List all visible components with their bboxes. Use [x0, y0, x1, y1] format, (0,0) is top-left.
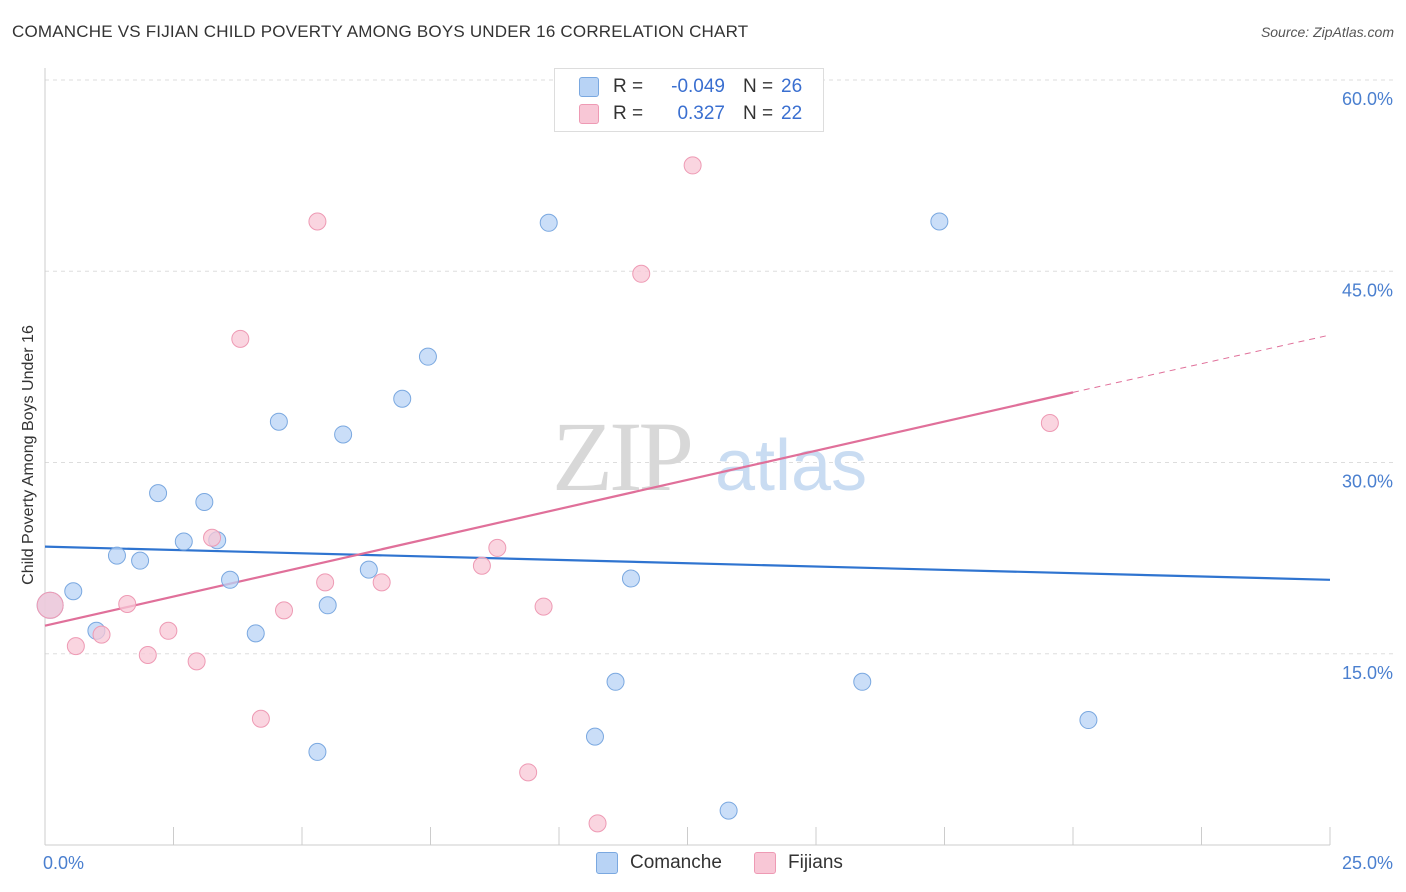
y-tick-label: 60.0%: [1342, 89, 1393, 109]
y-tick-label: 15.0%: [1342, 663, 1393, 683]
n-value: 26: [781, 76, 803, 97]
comanche-point: [930, 212, 949, 231]
comanche-point: [246, 624, 265, 643]
fijian-point: [118, 595, 137, 614]
fijian-point: [203, 528, 222, 547]
comanche-point: [1079, 711, 1098, 730]
comanche-point: [64, 582, 83, 601]
fijian-point: [231, 329, 250, 348]
watermark-atlas: atlas: [715, 426, 867, 506]
comanche-point: [195, 493, 214, 512]
comanche-point: [308, 742, 327, 761]
fijian-point: [92, 625, 111, 644]
comanche-point: [107, 546, 126, 565]
comanche-trend-line: [44, 545, 1331, 581]
fijian-point: [275, 601, 294, 620]
series-legend: Comanche Fijians: [0, 852, 1406, 876]
comanche-point: [539, 213, 558, 232]
data-points: [36, 156, 1098, 833]
chart-title: COMANCHE VS FIJIAN CHILD POVERTY AMONG B…: [12, 22, 749, 41]
fijian-swatch: [579, 104, 599, 124]
y-tick-label: 30.0%: [1342, 472, 1393, 492]
comanche-point: [174, 532, 193, 551]
comanche-point: [221, 570, 240, 589]
correlation-legend: R = -0.049 N = 26 R = 0.327 N = 22: [554, 68, 824, 132]
fijian-point: [372, 573, 391, 592]
legend-row-comanche: R = -0.049 N = 26: [579, 75, 802, 99]
comanche-point: [359, 560, 378, 579]
n-label: N =: [743, 76, 774, 97]
comanche-point: [149, 484, 168, 503]
legend-label-comanche: Comanche: [630, 852, 722, 873]
comanche-point: [393, 389, 412, 408]
x-tick-label: 25.0%: [1342, 853, 1393, 873]
comanche-point: [585, 727, 604, 746]
comanche-point: [131, 551, 150, 570]
comanche-point: [418, 347, 437, 366]
comanche-point: [318, 596, 337, 615]
r-label: R =: [613, 103, 644, 124]
fijian-point: [316, 573, 335, 592]
fijian-point: [488, 538, 507, 557]
n-label: N =: [743, 103, 774, 124]
fijian-point: [251, 709, 270, 728]
legend-item-fijians[interactable]: Fijians: [754, 852, 843, 874]
legend-row-fijians: R = 0.327 N = 22: [579, 102, 802, 126]
y-axis-label: Child Poverty Among Boys Under 16: [20, 325, 37, 585]
r-value: 0.327: [677, 103, 725, 124]
fijian-point: [472, 556, 491, 575]
axes: [44, 68, 1331, 846]
comanche-swatch: [579, 77, 599, 97]
r-value: -0.049: [671, 76, 725, 97]
x-tick-label: 0.0%: [43, 853, 84, 873]
fijian-point: [683, 156, 702, 175]
fijian-trend-line: [44, 391, 1074, 627]
trend-lines: [44, 334, 1331, 627]
n-value: 22: [781, 103, 803, 124]
comanche-point: [269, 412, 288, 431]
tick-labels: 15.0% 30.0% 45.0% 60.0% 0.0% 25.0%: [43, 89, 1393, 873]
fijian-point: [534, 597, 553, 616]
fijian-point: [519, 763, 538, 782]
y-tick-label: 45.0%: [1342, 280, 1393, 300]
comanche-point: [853, 672, 872, 691]
comanche-point: [606, 672, 625, 691]
fijian-point: [138, 646, 157, 665]
grid-lines: [45, 79, 1395, 655]
comanche-point: [621, 569, 640, 588]
fijian-legend-swatch: [754, 852, 776, 874]
comanche-legend-swatch: [596, 852, 618, 874]
fijian-point: [36, 591, 64, 619]
fijian-point: [1040, 413, 1059, 432]
legend-label-fijians: Fijians: [788, 852, 843, 873]
comanche-point: [719, 801, 738, 820]
fijian-trend-extension: [1072, 334, 1331, 393]
comanche-point: [334, 425, 353, 444]
watermark: ZIP atlas: [552, 401, 867, 512]
r-label: R =: [613, 76, 644, 97]
source-label: Source: ZipAtlas.com: [1260, 24, 1394, 40]
fijian-point: [632, 264, 651, 283]
fijian-point: [588, 814, 607, 833]
fijian-point: [159, 621, 178, 640]
legend-item-comanche[interactable]: Comanche: [596, 852, 722, 874]
fijian-point: [66, 637, 85, 656]
fijian-point: [308, 212, 327, 231]
fijian-point: [187, 652, 206, 671]
